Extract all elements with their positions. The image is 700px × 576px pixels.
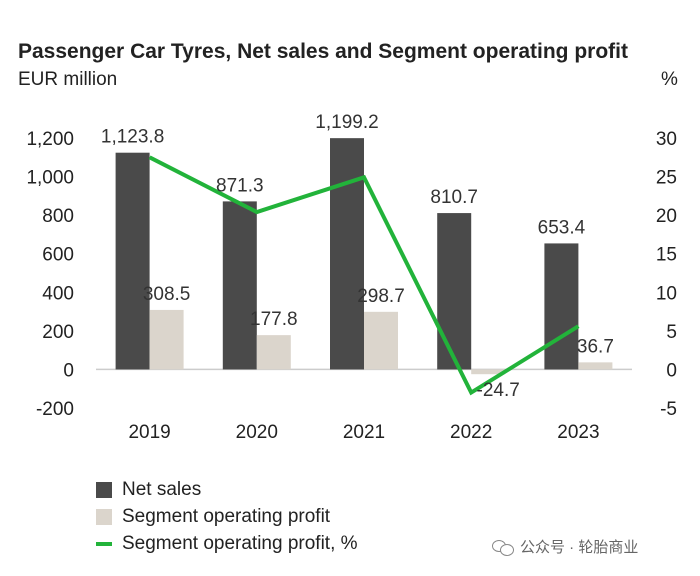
y-left-tick-label: 1,000 bbox=[26, 168, 74, 189]
legend-label-profit-pct: Segment operating profit, % bbox=[122, 532, 358, 554]
y-right-tick-label: -5 bbox=[660, 399, 677, 420]
x-tick-label: 2020 bbox=[236, 422, 278, 443]
bar-segment-profit bbox=[471, 369, 506, 375]
legend-swatch-net-sales bbox=[96, 481, 112, 498]
bar-segment-profit bbox=[578, 362, 613, 370]
data-label-net-sales: 653.4 bbox=[538, 217, 586, 238]
y-left-tick-label: 0 bbox=[63, 360, 74, 381]
bar-net-sales bbox=[544, 243, 579, 370]
y-left-tick-label: 200 bbox=[42, 322, 74, 343]
bar-segment-profit bbox=[149, 309, 184, 370]
data-label-net-sales: 1,199.2 bbox=[315, 112, 378, 133]
watermark-text: 公众号 · 轮胎商业 bbox=[520, 539, 639, 556]
data-label-net-sales: 1,123.8 bbox=[101, 127, 164, 148]
y-left-tick-label: 800 bbox=[42, 206, 74, 227]
y-right-tick-label: 5 bbox=[666, 322, 677, 343]
x-tick-label: 2021 bbox=[343, 422, 385, 443]
data-label-segment-profit: 298.7 bbox=[357, 286, 405, 307]
x-tick-label: 2023 bbox=[557, 422, 599, 443]
bar-net-sales bbox=[115, 152, 150, 370]
legend-label-profit: Segment operating profit bbox=[122, 505, 331, 527]
bar-segment-profit bbox=[256, 335, 291, 370]
watermark: 公众号 · 轮胎商业 bbox=[492, 536, 638, 557]
data-label-net-sales: 871.3 bbox=[216, 175, 264, 196]
left-axis-unit: EUR million bbox=[18, 69, 118, 90]
y-left-tick-label: 600 bbox=[42, 245, 74, 266]
bar-net-sales bbox=[437, 213, 472, 370]
data-label-net-sales: 810.7 bbox=[430, 187, 478, 208]
legend-item-profit-pct: Segment operating profit, % bbox=[96, 530, 358, 557]
y-right-tick-label: 0 bbox=[666, 360, 677, 381]
right-axis-unit: % bbox=[661, 69, 678, 90]
y-right-tick-label: 15 bbox=[656, 245, 677, 266]
y-left-tick-label: 1,200 bbox=[26, 129, 74, 150]
legend-label-net-sales: Net sales bbox=[122, 478, 202, 500]
y-right-tick-label: 10 bbox=[656, 283, 677, 304]
chart-canvas: -200 0 200 400 600 800 1,000 1,200 -5 0 5 10 15 20 25 3… bbox=[26, 112, 677, 443]
bar-net-sales bbox=[330, 138, 364, 370]
chart-legend: Net sales Segment operating profit Segme… bbox=[96, 476, 358, 557]
y-right-tick-label: 25 bbox=[656, 168, 677, 189]
legend-swatch-profit bbox=[96, 508, 112, 525]
legend-item-profit: Segment operating profit bbox=[96, 503, 358, 530]
x-tick-label: 2019 bbox=[128, 422, 170, 443]
legend-swatch-profit-pct bbox=[96, 541, 112, 546]
chart-title: Passenger Car Tyres, Net sales and Segme… bbox=[18, 40, 628, 63]
data-label-segment-profit: 308.5 bbox=[143, 284, 191, 305]
data-label-segment-profit: 177.8 bbox=[250, 309, 298, 330]
legend-item-net-sales: Net sales bbox=[96, 476, 358, 503]
y-left-tick-label: 400 bbox=[42, 283, 74, 304]
bar-segment-profit bbox=[364, 311, 398, 370]
data-label-segment-profit: 36.7 bbox=[577, 336, 614, 357]
x-tick-label: 2022 bbox=[450, 422, 492, 443]
y-left-tick-label: -200 bbox=[36, 399, 74, 420]
wechat-icon bbox=[492, 538, 514, 556]
bar-net-sales bbox=[222, 201, 257, 370]
y-right-tick-label: 20 bbox=[656, 206, 677, 227]
y-right-tick-label: 30 bbox=[656, 129, 677, 150]
data-label-segment-profit: -24.7 bbox=[477, 380, 520, 401]
